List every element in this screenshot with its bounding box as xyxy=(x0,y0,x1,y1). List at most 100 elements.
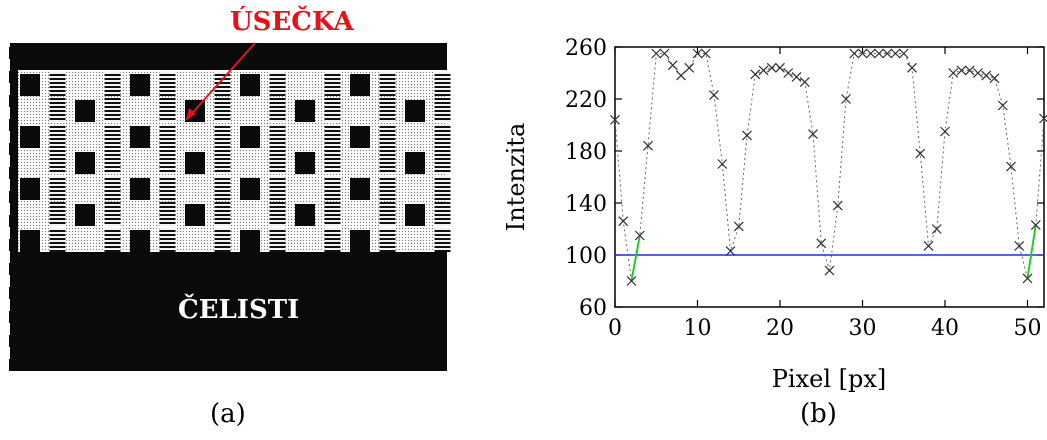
data-point xyxy=(825,266,834,275)
stripe-cell xyxy=(270,202,286,226)
stripe-cell xyxy=(160,176,176,200)
stripe-cell xyxy=(270,72,286,96)
stripe-cell xyxy=(380,72,396,96)
edge-mark xyxy=(9,71,16,83)
dark-cell xyxy=(295,100,315,122)
stripe-cell xyxy=(325,176,341,200)
x-tick-label: 30 xyxy=(849,316,877,341)
data-point xyxy=(850,49,859,58)
dark-cell xyxy=(405,100,425,122)
dark-cell xyxy=(350,126,370,148)
stripe-cell xyxy=(50,98,66,122)
edge-mark xyxy=(9,215,16,227)
edge-mark xyxy=(9,359,16,371)
stripe-cell xyxy=(380,202,396,226)
stripe-cell xyxy=(380,98,396,122)
caption-b: (b) xyxy=(800,399,837,429)
data-point xyxy=(767,63,776,72)
stripe-cell xyxy=(435,72,451,96)
photo-panel: ÚSEČKA ČELISTI (a) xyxy=(0,0,480,436)
edge-mark xyxy=(9,239,16,251)
edge-mark xyxy=(9,263,16,275)
stripe-cell xyxy=(215,228,231,252)
data-point xyxy=(776,63,785,72)
stripe-cell xyxy=(270,228,286,252)
data-point xyxy=(619,217,628,226)
stripe-cell xyxy=(105,228,121,252)
dark-cell xyxy=(185,204,205,226)
stripe-cell xyxy=(105,202,121,226)
stripe-cell xyxy=(50,72,66,96)
edge-mark xyxy=(9,47,16,59)
stripe-cell xyxy=(160,202,176,226)
data-point xyxy=(784,69,793,78)
stripe-cell xyxy=(380,124,396,148)
stripe-cell xyxy=(50,124,66,148)
data-point xyxy=(932,225,941,234)
stripe-cell xyxy=(105,98,121,122)
data-point xyxy=(908,63,917,72)
stripe-cell xyxy=(435,176,451,200)
stripe-cell xyxy=(215,124,231,148)
dark-cell xyxy=(405,204,425,226)
stripe-cell xyxy=(380,150,396,174)
stripe-cell xyxy=(215,98,231,122)
stripe-cell xyxy=(160,98,176,122)
dark-cell xyxy=(350,74,370,96)
stripe-cell xyxy=(435,98,451,122)
dark-cell xyxy=(75,100,95,122)
data-point xyxy=(974,69,983,78)
y-tick-label: 100 xyxy=(565,244,607,269)
stripe-cell xyxy=(215,72,231,96)
data-point xyxy=(668,61,677,70)
data-point xyxy=(990,74,999,83)
dark-cell xyxy=(75,204,95,226)
dark-cell xyxy=(20,178,40,200)
dark-cell xyxy=(75,152,95,174)
dark-cell xyxy=(295,204,315,226)
edge-mark xyxy=(9,167,16,179)
x-tick-label: 10 xyxy=(684,316,712,341)
stripe-cell xyxy=(105,150,121,174)
x-tick-label: 0 xyxy=(608,316,622,341)
label-line: ÚSEČKA xyxy=(230,5,355,37)
x-tick-label: 20 xyxy=(766,316,794,341)
highlight-segments xyxy=(632,225,1036,281)
x-tick-label: 50 xyxy=(1014,316,1042,341)
dark-cell xyxy=(295,152,315,174)
data-point xyxy=(751,70,760,79)
dark-cell xyxy=(20,126,40,148)
data-point xyxy=(792,72,801,81)
dark-cell xyxy=(405,152,425,174)
dark-cell xyxy=(350,230,370,252)
stripe-cell xyxy=(50,176,66,200)
caption-a: (a) xyxy=(210,399,246,429)
edge-mark xyxy=(9,143,16,155)
stripe-cell xyxy=(325,72,341,96)
stripe-cell xyxy=(50,202,66,226)
y-tick-label: 180 xyxy=(565,140,607,165)
data-point xyxy=(701,49,710,58)
dark-cell xyxy=(240,178,260,200)
dark-cell xyxy=(350,178,370,200)
stripe-cell xyxy=(270,150,286,174)
stripe-cell xyxy=(105,124,121,148)
data-point xyxy=(949,69,958,78)
stripe-cell xyxy=(325,202,341,226)
data-point xyxy=(652,49,661,58)
plot-area xyxy=(615,47,1044,307)
data-point xyxy=(685,63,694,72)
dark-cell xyxy=(20,230,40,252)
y-tick-label: 220 xyxy=(565,88,607,113)
stripe-cell xyxy=(380,176,396,200)
data-point xyxy=(891,49,900,58)
stripe-cell xyxy=(215,150,231,174)
dark-cell xyxy=(240,230,260,252)
stripe-cell xyxy=(160,72,176,96)
data-point xyxy=(677,71,686,80)
y-tick-label: 60 xyxy=(579,296,607,321)
plot-frame xyxy=(615,47,1044,307)
